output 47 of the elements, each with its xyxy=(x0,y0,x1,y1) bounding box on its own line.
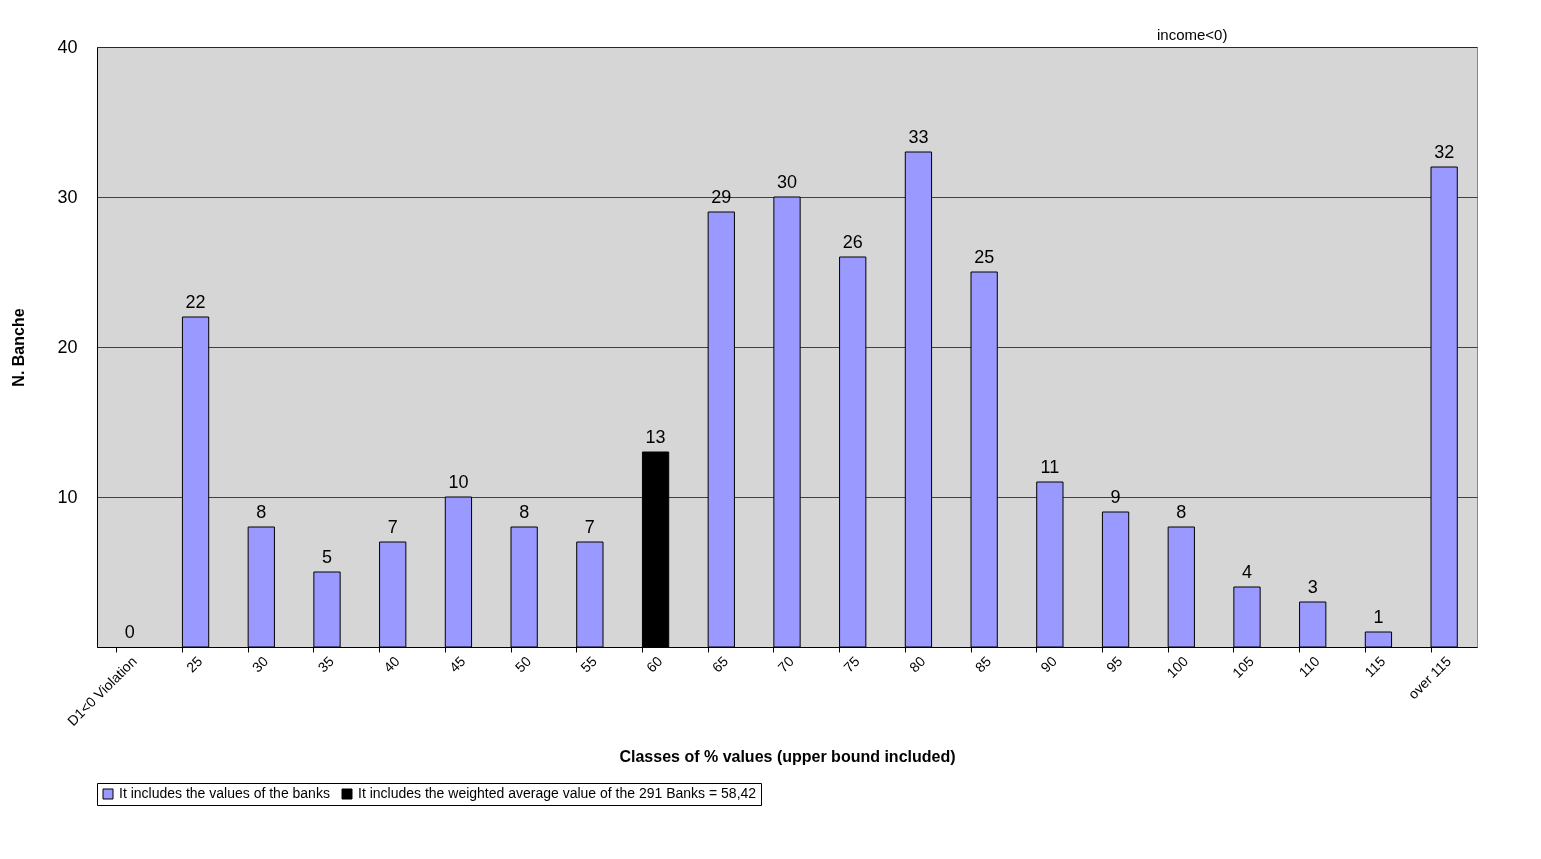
data-label: 11 xyxy=(1040,457,1060,477)
x-axis-title: Classes of % values (upper bound included) xyxy=(619,747,956,765)
x-tick-label: 115 xyxy=(1361,652,1389,681)
data-label: 13 xyxy=(645,427,666,447)
data-label: 26 xyxy=(842,232,863,252)
x-tick-label: 80 xyxy=(906,652,929,676)
x-tick-label: 105 xyxy=(1229,652,1258,681)
x-tick-label: 100 xyxy=(1163,652,1192,681)
y-tick-label: 20 xyxy=(57,336,78,357)
data-label: 1 xyxy=(1373,607,1384,627)
data-label: 8 xyxy=(256,502,267,522)
y-axis-title: N. Banche xyxy=(10,308,28,387)
data-label: 10 xyxy=(448,472,469,492)
y-tick-label: 30 xyxy=(57,186,78,207)
x-tick-label: 55 xyxy=(577,652,600,676)
data-label: 5 xyxy=(321,547,333,567)
data-label: 32 xyxy=(1434,142,1455,162)
text: income<0) xyxy=(1157,26,1228,43)
x-tick-label: 60 xyxy=(643,652,666,676)
x-tick-label: 85 xyxy=(971,652,995,676)
x-tick-label: 110 xyxy=(1295,652,1323,681)
data-label: 8 xyxy=(519,502,530,522)
x-tick-label: 65 xyxy=(708,652,732,676)
data-label: 3 xyxy=(1307,577,1318,597)
x-tick-label: 25 xyxy=(183,652,206,676)
x-tick-label: 90 xyxy=(1037,652,1060,676)
x-tick-label: 75 xyxy=(840,652,863,676)
data-label: 0 xyxy=(124,622,135,642)
legend-label: It includes the weighted average value of the 291 Banks = 58,42 xyxy=(358,785,757,801)
x-tick-label: 50 xyxy=(511,652,535,676)
y-tick-label: 10 xyxy=(57,486,78,507)
data-label: 30 xyxy=(776,172,798,192)
legend-label: It includes the values of the banks xyxy=(119,785,330,801)
data-label: 22 xyxy=(185,292,206,312)
data-label: 7 xyxy=(387,517,398,537)
x-tick-label: 30 xyxy=(248,652,272,676)
x-tick-label: 40 xyxy=(380,652,403,676)
data-label: 4 xyxy=(1241,562,1253,582)
x-tick-label: 45 xyxy=(446,652,469,676)
data-label: 7 xyxy=(584,517,595,537)
data-label: 8 xyxy=(1176,502,1187,522)
y-tick-label: 40 xyxy=(57,36,78,57)
data-label: 33 xyxy=(908,127,929,147)
x-tick-label: 95 xyxy=(1103,652,1126,676)
data-label: 25 xyxy=(974,247,995,267)
x-tick-label: 35 xyxy=(314,652,338,676)
x-tick-label: 70 xyxy=(774,652,798,676)
